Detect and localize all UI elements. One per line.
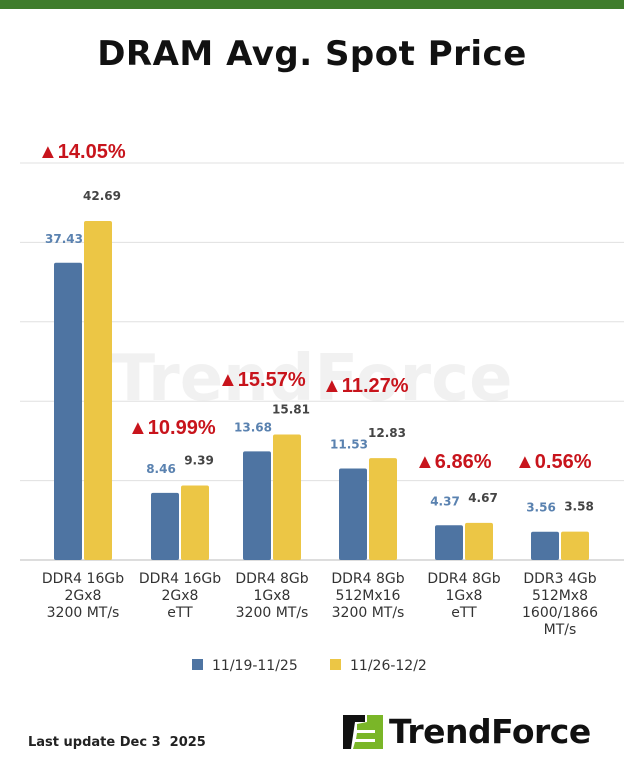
category-label: 3200 MT/s	[47, 605, 120, 621]
bar-series-2	[465, 522, 493, 560]
data-label: 37.43	[45, 232, 83, 246]
category-label: 3200 MT/s	[332, 605, 405, 621]
data-label: 13.68	[234, 420, 272, 434]
change-label: ▲14.05%	[38, 141, 126, 163]
category-label: 2Gx8	[162, 588, 199, 604]
data-label: 12.83	[368, 426, 406, 440]
category-label: 512Mx8	[532, 588, 588, 604]
category-label: eTT	[451, 605, 477, 621]
category-label: DDR4 8Gb	[235, 571, 308, 587]
change-label: ▲11.27%	[322, 375, 409, 397]
data-label: 42.69	[83, 189, 121, 203]
data-label: 9.39	[184, 453, 214, 467]
change-label: ▲0.56%	[515, 451, 592, 473]
change-label: ▲6.86%	[415, 451, 492, 473]
brand-name: TrendForce	[389, 712, 591, 751]
bar-series-1	[435, 525, 463, 560]
category-label: 1Gx8	[254, 588, 291, 604]
bar-series-2	[273, 434, 301, 560]
category-label: DDR4 16Gb	[42, 571, 124, 587]
watermark: TrendForce	[112, 342, 513, 416]
bar-series-1	[243, 451, 271, 560]
bar-series-2	[369, 458, 397, 560]
category-label: DDR4 16Gb	[139, 571, 221, 587]
legend-swatch	[192, 659, 203, 670]
category-label: 1600/1866	[522, 605, 598, 621]
category-label: DDR4 8Gb	[427, 571, 500, 587]
data-label: 3.58	[564, 500, 594, 514]
data-label: 11.53	[330, 437, 368, 451]
last-update-text: Last update Dec 3 2025	[28, 735, 206, 750]
bar-series-2	[181, 485, 209, 560]
legend-swatch	[330, 659, 341, 670]
category-label: 3200 MT/s	[236, 605, 309, 621]
top-accent-bar	[0, 0, 624, 9]
trendforce-logo-icon	[343, 714, 383, 749]
data-label: 15.81	[272, 402, 310, 416]
chart-title: DRAM Avg. Spot Price	[97, 34, 527, 74]
category-label: 512Mx16	[336, 588, 401, 604]
bar-series-1	[151, 492, 179, 560]
bar-series-2	[84, 221, 112, 561]
data-label: 4.37	[430, 494, 460, 508]
bar-series-1	[54, 262, 82, 560]
data-label: 8.46	[146, 462, 176, 476]
category-label: DDR4 8Gb	[331, 571, 404, 587]
category-label: MT/s	[544, 622, 577, 638]
data-label: 4.67	[468, 491, 498, 505]
legend-label: 11/26-12/2	[350, 658, 427, 674]
category-label: 1Gx8	[446, 588, 483, 604]
category-label: eTT	[167, 605, 193, 621]
change-label: ▲15.57%	[218, 369, 306, 391]
trendforce-logo: TrendForce	[343, 712, 591, 751]
legend-label: 11/19-11/25	[212, 658, 298, 674]
bar-series-1	[339, 468, 367, 560]
change-label: ▲10.99%	[128, 417, 216, 439]
category-label: 2Gx8	[65, 588, 102, 604]
bar-series-2	[561, 531, 589, 560]
bar-series-1	[531, 531, 559, 560]
category-label: DDR3 4Gb	[523, 571, 596, 587]
data-label: 3.56	[526, 501, 556, 515]
